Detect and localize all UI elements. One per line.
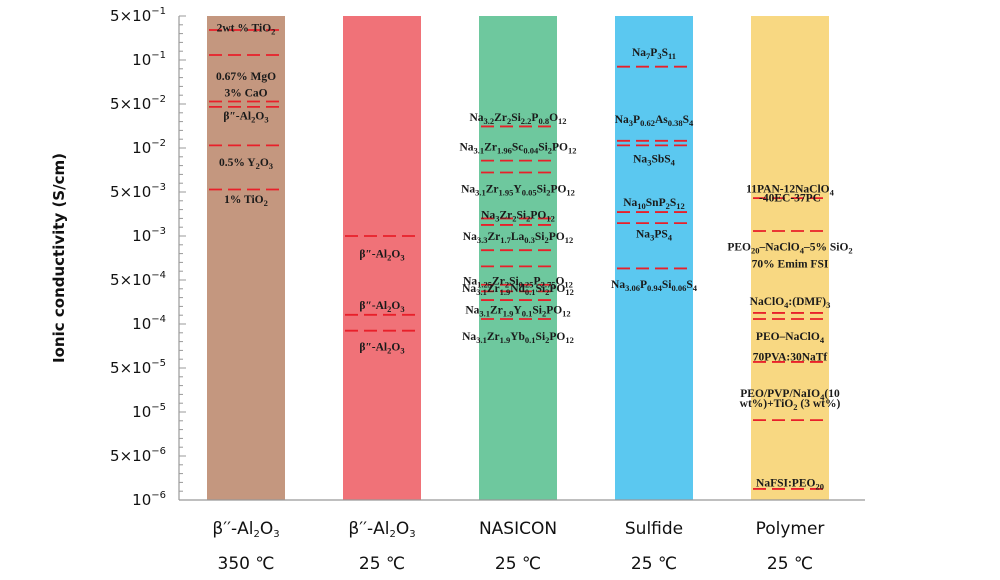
material-label: Na3.1Zr1.9Nd0.1Si2PO12 <box>462 283 574 297</box>
y-ticks-layer: 5×10−1 10−1 5×10−2 10−2 5×10−3 10−3 5×10−4 10−4… <box>110 6 186 509</box>
category-label: Sulfide <box>625 519 683 539</box>
material-label: Na3.1Zr1.9Yb0.1Si2PO12 <box>462 331 574 345</box>
y-tick-label: 10−3 <box>132 226 166 245</box>
material-label: β″-Al2O3 <box>359 300 404 314</box>
y-tick-label: 10−2 <box>132 138 166 157</box>
material-label: Na3P0.62As0.38S4 <box>615 114 694 128</box>
category-label: Polymer <box>756 519 825 539</box>
bar-1 <box>343 16 421 500</box>
category-label: NASICON <box>479 519 557 539</box>
material-label: NaFSI:PEO20 <box>756 477 824 491</box>
y-tick-label: 5×10−4 <box>110 270 166 289</box>
y-tick-label: 10−5 <box>132 402 166 421</box>
material-label: 2wt % TiO2 <box>217 22 276 36</box>
material-label: Na3PS4 <box>636 228 673 242</box>
material-label: 1% TiO2 <box>224 194 268 208</box>
annotations-layer: 2wt % TiO2 0.67% MgO 3% CaO β″-Al2O3 0.5% Y2… <box>216 22 853 491</box>
material-label: -40EC-37PC <box>759 192 821 204</box>
material-label: Na7P3S11 <box>632 47 676 61</box>
material-label: Na10SnP2S12 <box>623 197 685 211</box>
y-tick-label: 5×10−5 <box>110 358 166 377</box>
material-label: wt%)+TiO2 (3 wt%) <box>740 398 841 412</box>
material-label: 0.5% Y2O3 <box>219 157 273 171</box>
category-temperature: 25 ℃ <box>767 554 813 574</box>
material-label: Na3.1Zr1.96Sc0.04Si2PO12 <box>459 142 576 156</box>
material-label: PEO/PVP/NaIO4(10 <box>740 388 840 402</box>
material-label: PEO20–NaClO4–5% SiO2 <box>727 241 852 255</box>
material-label: Na3.06P0.94Si0.06S4 <box>611 279 698 293</box>
material-label: PEO–NaClO4 <box>756 331 825 345</box>
category-label: β′′-Al2O3 <box>348 519 415 540</box>
material-label: Na1.25Zr2Si0.25P2.75O12 <box>463 276 573 290</box>
category-temperature: 350 ℃ <box>218 554 275 574</box>
category-label: β′′-Al2O3 <box>212 519 279 540</box>
material-label: β″-Al2O3 <box>359 248 404 262</box>
category-temperature: 25 ℃ <box>495 554 541 574</box>
material-label: NaClO4:(DMF)3 <box>750 296 831 310</box>
y-tick-label: 5×10−2 <box>110 94 166 113</box>
axes-layer <box>178 16 865 501</box>
material-label: 11PAN-12NaClO4 <box>746 183 834 197</box>
bar-0 <box>207 16 285 500</box>
material-label: β″-Al2O3 <box>223 110 268 124</box>
category-temperature: 25 ℃ <box>631 554 677 574</box>
material-label: Na3SbS4 <box>633 153 676 167</box>
material-label: 70% Emim FSI <box>752 258 829 270</box>
dashed-lines-layer <box>209 29 827 490</box>
material-label: Na3.3Zr1.7La0.3Si2PO12 <box>463 231 573 245</box>
material-label: Na3Zr2Si2PO12 <box>481 209 555 223</box>
bars-layer <box>207 16 829 500</box>
category-temperature: 25 ℃ <box>359 554 405 574</box>
material-label: 3% CaO <box>224 87 267 99</box>
y-tick-label: 10−4 <box>132 314 166 333</box>
material-label: β″-Al2O3 <box>359 342 404 356</box>
y-tick-label: 5×10−6 <box>110 446 166 465</box>
material-label: Na3.1Zr1.95Y0.05Si2PO12 <box>461 183 575 197</box>
y-tick-label: 10−6 <box>132 490 166 509</box>
material-label: Na3.1Zr1.9Y0.1Si2PO12 <box>465 304 570 318</box>
material-label: Na3.2Zr2Si2.2P0.8O12 <box>469 112 566 126</box>
y-tick-label: 5×10−1 <box>110 6 166 25</box>
bar-2 <box>479 16 557 500</box>
x-labels-layer: β′′-Al2O3 350 ℃ β′′-Al2O3 25 ℃ NASICON 25 ℃ Su… <box>212 519 824 574</box>
y-axis-title: Ionic conductivity (S/cm) <box>50 153 68 363</box>
y-tick-label: 5×10−3 <box>110 182 166 201</box>
bar-3 <box>615 16 693 500</box>
material-label: 70PVA:30NaTf <box>753 351 828 363</box>
material-label: 0.67% MgO <box>216 71 276 83</box>
y-tick-label: 10−1 <box>132 50 166 69</box>
